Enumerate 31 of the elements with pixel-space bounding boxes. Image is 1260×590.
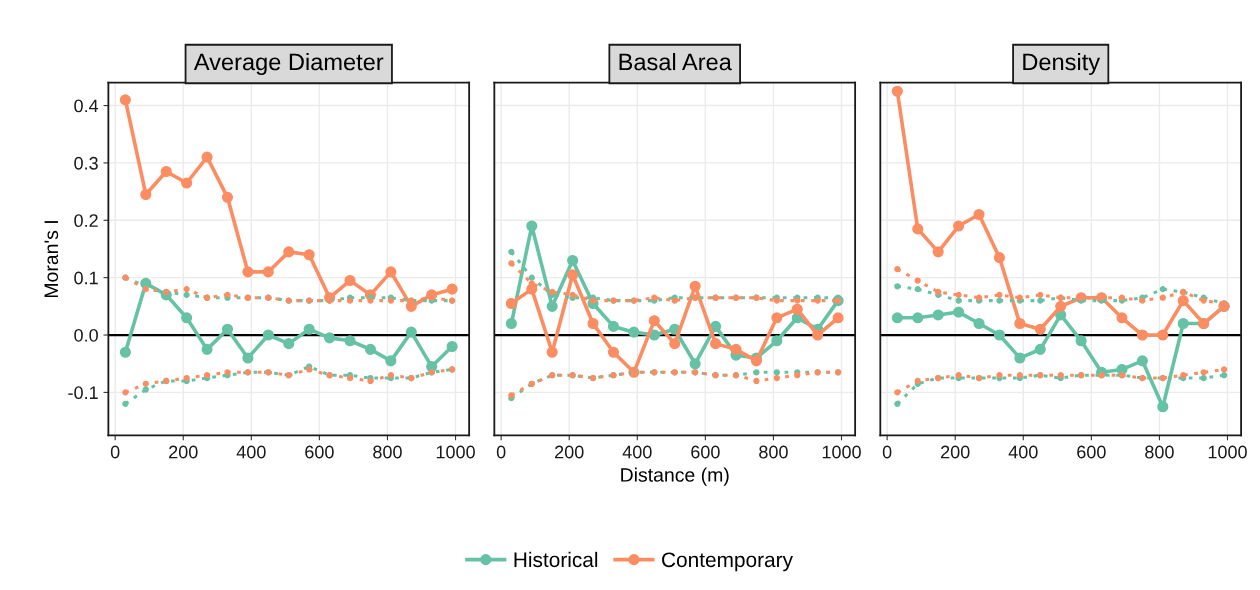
- x-tick-label: 0: [882, 445, 892, 459]
- y-tick-label: 0.2: [74, 214, 98, 228]
- x-tick-label: 600: [1077, 445, 1106, 459]
- x-tick-label: 200: [169, 445, 198, 459]
- y-tick-label: 0.1: [74, 271, 98, 285]
- x-tick-label: 400: [1008, 445, 1038, 459]
- y-tick-label: 0.0: [74, 328, 98, 342]
- y-axis-title: Moran's I: [44, 221, 59, 298]
- legend-label: Contemporary: [662, 552, 793, 572]
- y-tick-label: 0.3: [74, 156, 98, 170]
- x-tick-label: 0: [496, 445, 506, 459]
- x-tick-label: 1000: [1208, 445, 1247, 459]
- y-tick-label: -0.1: [68, 386, 98, 400]
- chart-title: Density: [1023, 52, 1101, 75]
- chart-title: Basal Area: [619, 52, 732, 71]
- x-tick-label: 800: [759, 445, 788, 459]
- legend-label: Historical: [514, 551, 598, 568]
- x-tick-label: 800: [1145, 445, 1174, 459]
- x-axis-title: Distance (m): [621, 467, 729, 486]
- x-tick-label: 600: [691, 445, 720, 459]
- x-tick-label: 1000: [436, 445, 475, 459]
- x-tick-label: 1000: [822, 445, 861, 459]
- x-tick-label: 800: [373, 445, 402, 459]
- x-tick-label: 400: [236, 445, 266, 459]
- chart-title: Average Diameter: [193, 52, 384, 75]
- x-tick-label: 400: [622, 445, 652, 459]
- x-tick-label: 0: [110, 445, 120, 459]
- x-tick-label: 200: [555, 445, 584, 459]
- x-tick-label: 200: [941, 445, 970, 459]
- x-tick-label: 600: [305, 445, 334, 459]
- y-tick-label: 0.4: [74, 99, 99, 113]
